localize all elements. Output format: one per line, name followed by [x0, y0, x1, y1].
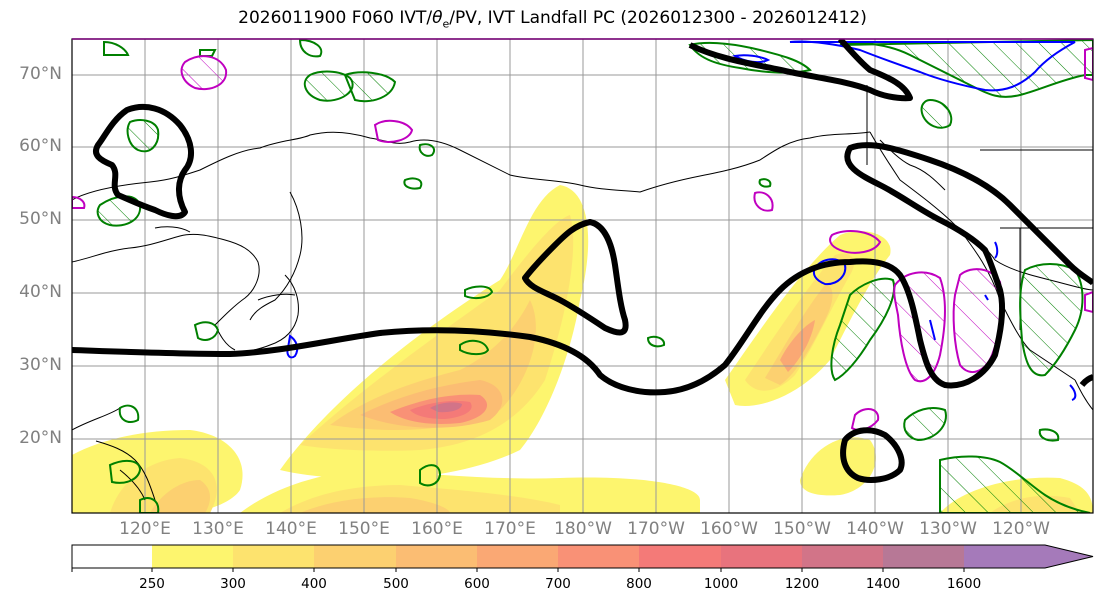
- lat-label-60n: 60°N: [19, 136, 62, 156]
- lon-label-160e: 160°E: [411, 519, 463, 539]
- colorbar-tick-label: 400: [301, 576, 327, 592]
- lon-label-180w: 180°W: [554, 519, 612, 539]
- colorbar-segment: [558, 545, 639, 568]
- figure-title: 2026011900 F060 IVT/θe/PV, IVT Landfall …: [238, 8, 867, 31]
- lon-label-170w: 170°W: [627, 519, 685, 539]
- lon-label-150w: 150°W: [773, 519, 831, 539]
- map-area: [72, 39, 1093, 513]
- colorbar-tick-label: 1200: [784, 576, 820, 592]
- theta-symbol: θ: [432, 8, 443, 28]
- lon-label-130e: 130°E: [192, 519, 244, 539]
- colorbar-tick-label: 250: [139, 576, 165, 592]
- lat-label-70n: 70°N: [19, 64, 62, 84]
- colorbar-segment: [639, 545, 721, 568]
- theta-subscript: e: [442, 17, 450, 31]
- colorbar-tick-label: 300: [220, 576, 246, 592]
- colorbar-segment: [233, 545, 314, 568]
- colorbar-tick-label: 500: [383, 576, 409, 592]
- colorbar-segment: [721, 545, 802, 568]
- lat-label-50n: 50°N: [19, 209, 62, 229]
- colorbar-tick-label: 800: [626, 576, 652, 592]
- colorbar-segment: [883, 545, 964, 568]
- colorbar-segment: [314, 545, 396, 568]
- colorbar-segment: [477, 545, 558, 568]
- lon-label-170e: 170°E: [484, 519, 536, 539]
- lon-label-130w: 130°W: [919, 519, 977, 539]
- lat-label-30n: 30°N: [19, 355, 62, 375]
- lon-label-120w: 120°W: [992, 519, 1050, 539]
- colorbar-tick-label: 700: [545, 576, 571, 592]
- lon-label-160w: 160°W: [700, 519, 758, 539]
- colorbar-segment: [964, 545, 1045, 568]
- colorbar-extend-arrow: [1045, 545, 1093, 568]
- colorbar-tick-label: 1600: [946, 576, 982, 592]
- colorbar-tick-label: 1400: [865, 576, 901, 592]
- lat-label-40n: 40°N: [19, 282, 62, 302]
- gridlines: [72, 39, 1093, 513]
- colorbar-tick-label: 1000: [703, 576, 739, 592]
- colorbar-segment: [802, 545, 883, 568]
- lon-label-140w: 140°W: [846, 519, 904, 539]
- colorbar-segment: [152, 545, 233, 568]
- lon-label-140e: 140°E: [265, 519, 317, 539]
- theta-e-contours: [96, 39, 1093, 513]
- ivt-landfall-pc-contour: [72, 39, 1093, 483]
- lat-label-20n: 20°N: [19, 428, 62, 448]
- colorbar: [71, 544, 1094, 572]
- lon-label-120e: 120°E: [119, 519, 171, 539]
- colorbar-segment: [72, 545, 152, 568]
- lon-label-150e: 150°E: [338, 519, 390, 539]
- colorbar-tick-label: 600: [464, 576, 490, 592]
- colorbar-segment: [396, 545, 477, 568]
